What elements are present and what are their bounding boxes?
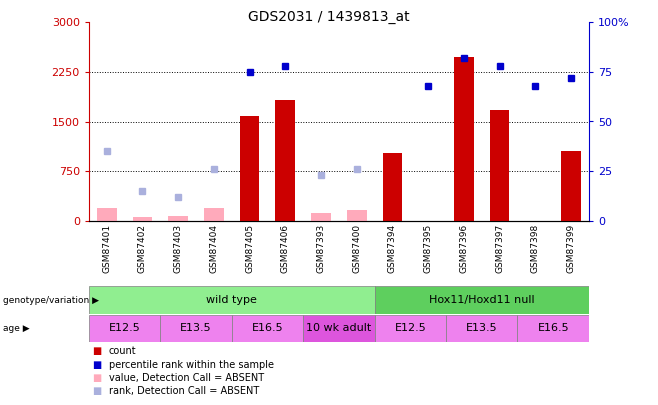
Bar: [517, 315, 589, 342]
Text: Hox11/Hoxd11 null: Hox11/Hoxd11 null: [429, 295, 534, 305]
Bar: [311, 213, 331, 221]
Text: value, Detection Call = ABSENT: value, Detection Call = ABSENT: [109, 373, 264, 383]
Text: E13.5: E13.5: [180, 324, 212, 333]
Bar: [240, 116, 259, 221]
Text: ■: ■: [92, 346, 101, 356]
Text: GDS2031 / 1439813_at: GDS2031 / 1439813_at: [248, 10, 410, 24]
Text: percentile rank within the sample: percentile rank within the sample: [109, 360, 274, 370]
Bar: [303, 315, 374, 342]
Bar: [454, 57, 474, 221]
Text: E13.5: E13.5: [466, 324, 497, 333]
Bar: [347, 210, 367, 221]
Text: genotype/variation ▶: genotype/variation ▶: [3, 296, 99, 305]
Text: ■: ■: [92, 360, 101, 370]
Bar: [168, 216, 188, 221]
Bar: [490, 110, 509, 221]
Bar: [374, 315, 446, 342]
Bar: [561, 151, 581, 221]
Text: 10 wk adult: 10 wk adult: [306, 324, 372, 333]
Text: age ▶: age ▶: [3, 324, 30, 333]
Bar: [133, 217, 152, 221]
Bar: [204, 208, 224, 221]
Bar: [161, 315, 232, 342]
Text: rank, Detection Call = ABSENT: rank, Detection Call = ABSENT: [109, 386, 259, 396]
Bar: [89, 315, 161, 342]
Text: ■: ■: [92, 373, 101, 383]
Text: E16.5: E16.5: [538, 324, 569, 333]
Bar: [232, 315, 303, 342]
Text: wild type: wild type: [206, 295, 257, 305]
Text: count: count: [109, 346, 136, 356]
Text: ■: ■: [92, 386, 101, 396]
Bar: [374, 286, 589, 314]
Bar: [89, 286, 374, 314]
Bar: [276, 100, 295, 221]
Bar: [382, 153, 402, 221]
Text: E12.5: E12.5: [394, 324, 426, 333]
Bar: [97, 208, 116, 221]
Bar: [446, 315, 517, 342]
Text: E16.5: E16.5: [251, 324, 283, 333]
Text: E12.5: E12.5: [109, 324, 140, 333]
